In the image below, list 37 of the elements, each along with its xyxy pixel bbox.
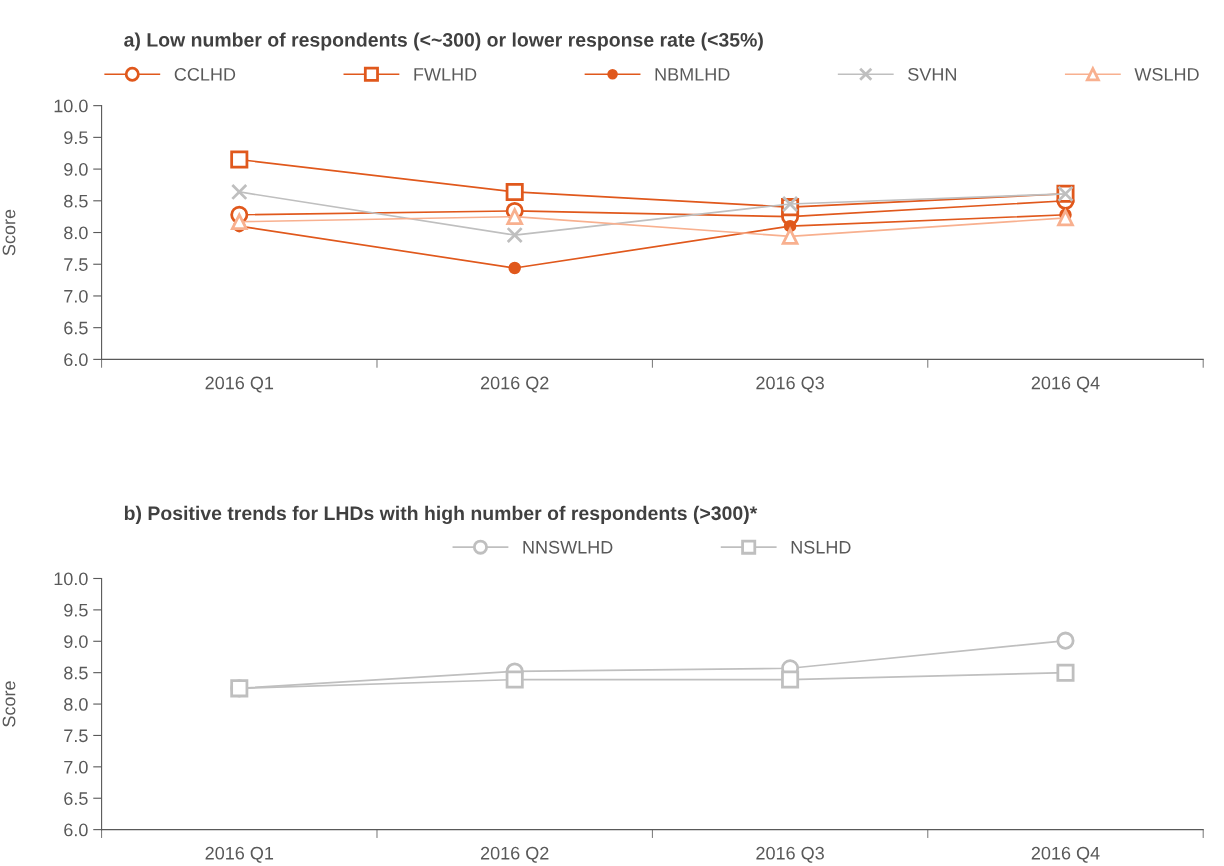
y-tick-label: 8.5 [64, 666, 88, 680]
y-axis-title: Score [2, 209, 16, 256]
y-tick-label: 6.0 [64, 823, 88, 837]
y-tick-label: 9.5 [64, 131, 88, 145]
y-axis-title: Score [2, 681, 16, 727]
legend-label: WSLHD [1134, 67, 1199, 81]
y-tick-label: 10.0 [54, 99, 88, 113]
x-tick-label: 2016 Q2 [480, 846, 549, 863]
legend-label: CCLHD [174, 67, 236, 81]
x-tick-label: 2016 Q3 [756, 846, 824, 863]
x-tick-label: 2016 Q2 [480, 376, 549, 393]
x-tick-label: 2016 Q4 [1031, 376, 1100, 393]
legend-label: NNSWLHD [523, 540, 613, 554]
y-tick-label: 9.0 [64, 163, 88, 176]
y-tick-label: 7.5 [64, 729, 88, 743]
legend-label: NBMLHD [655, 68, 730, 81]
x-tick-label: 2016 Q3 [756, 376, 824, 393]
y-tick-label: 8.0 [64, 697, 88, 711]
x-tick-label: 2016 Q4 [1031, 846, 1100, 863]
y-tick-label: 10.0 [54, 572, 88, 586]
y-tick-label: 6.0 [64, 353, 88, 367]
chart-title: a) Low number of respondents (<~300) or lower response rate (<35%) [124, 32, 763, 51]
y-tick-label: 7.0 [64, 289, 88, 303]
chart-title: b) Positive trends for LHDs with high number of respondents (>300)* [124, 505, 758, 525]
y-tick-label: 8.5 [64, 194, 88, 208]
y-tick-label: 8.0 [64, 226, 88, 240]
legend-label: NSLHD [791, 540, 851, 554]
y-tick-label: 7.0 [64, 760, 88, 774]
y-tick-label: 6.5 [64, 792, 88, 805]
y-tick-label: 9.0 [64, 635, 88, 648]
legend-label: SVHN [908, 67, 956, 81]
y-tick-label: 7.5 [64, 258, 88, 271]
y-tick-label: 9.5 [64, 603, 88, 617]
x-tick-label: 2016 Q1 [205, 376, 274, 393]
x-tick-label: 2016 Q1 [205, 846, 274, 863]
legend-label: FWLHD [414, 68, 477, 81]
y-tick-label: 6.5 [64, 321, 88, 335]
